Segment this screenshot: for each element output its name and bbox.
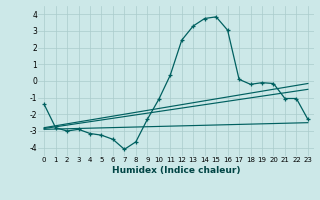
X-axis label: Humidex (Indice chaleur): Humidex (Indice chaleur)	[112, 166, 240, 175]
